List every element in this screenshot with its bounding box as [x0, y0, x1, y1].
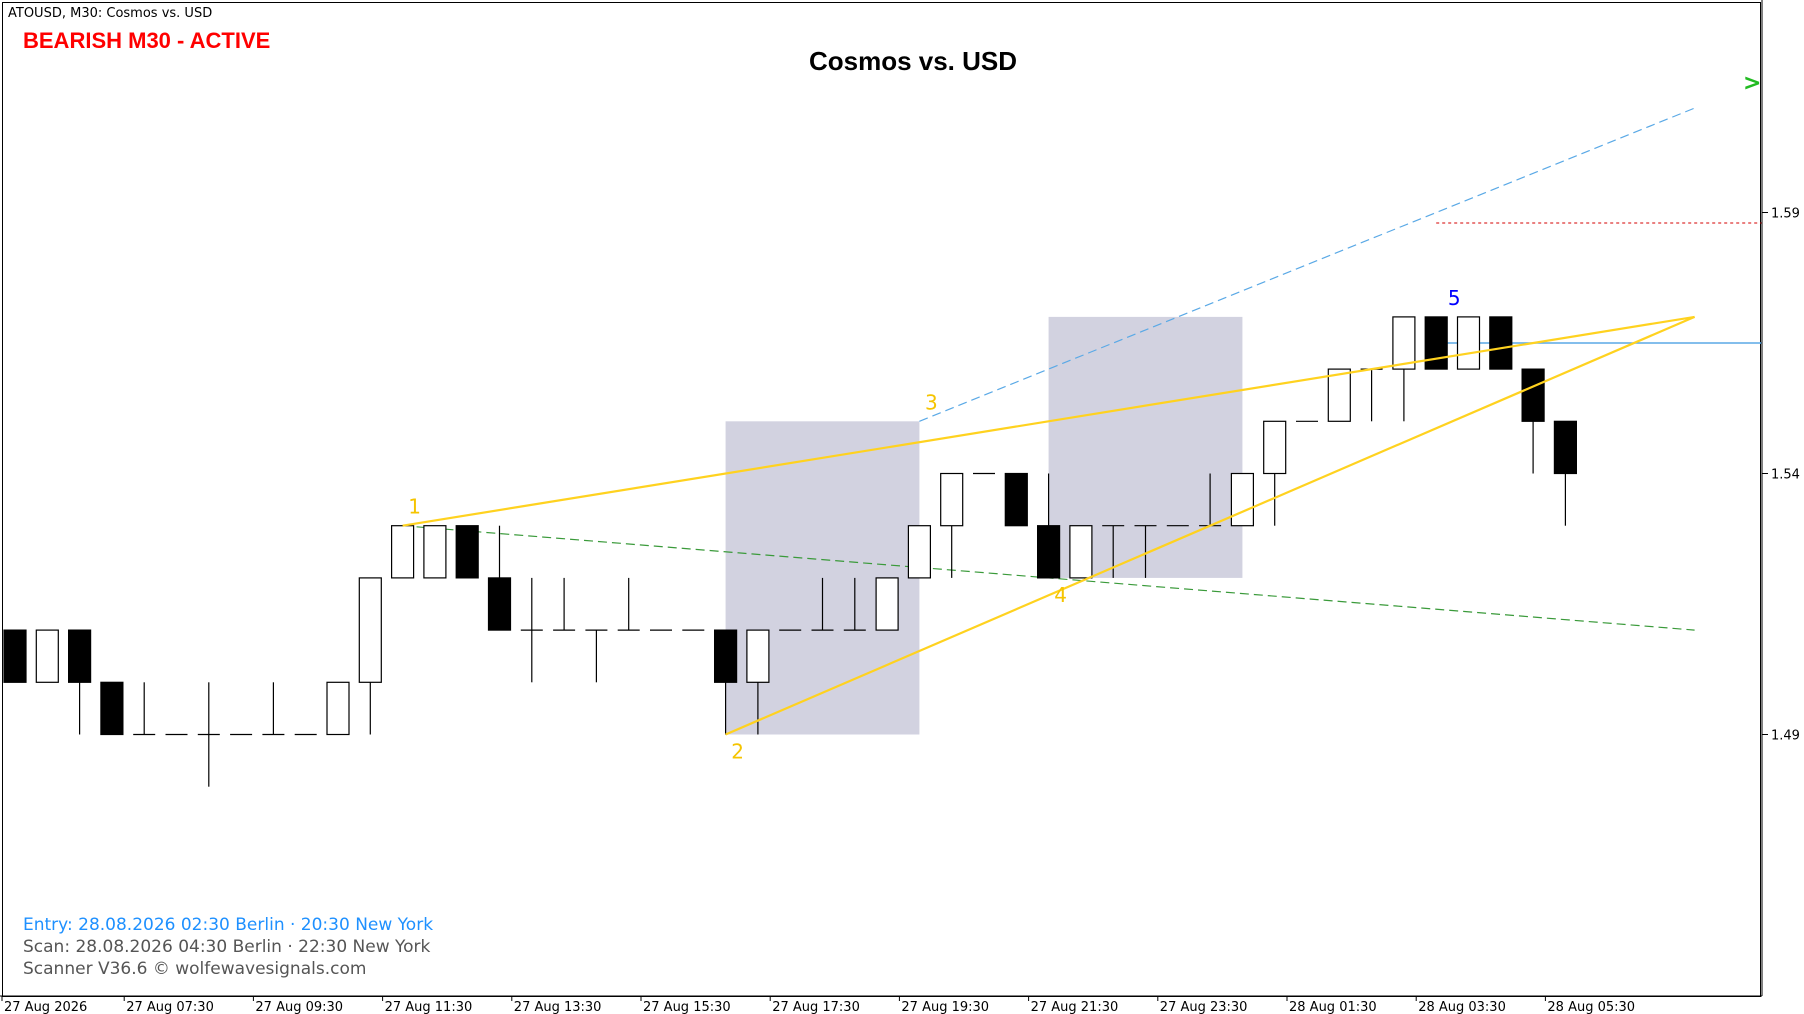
candle — [1553, 420, 1578, 526]
chevron-right-icon: > — [1743, 71, 1761, 96]
candle — [520, 577, 543, 683]
candle — [1392, 316, 1416, 422]
entry-info: Entry: 28.08.2026 02:30 Berlin · 20:30 N… — [23, 915, 433, 935]
price-tick-label: 1.49 — [1771, 729, 1800, 744]
price-tick-label: 1.59 — [1771, 207, 1800, 222]
time-tick-label: 28 Aug 01:30 — [1289, 1000, 1377, 1014]
symbol-info: ATOUSD, M30: Cosmos vs. USD — [8, 6, 212, 21]
wave-point-4-label: 4 — [1054, 583, 1067, 607]
candle — [1424, 316, 1448, 370]
candle-body — [358, 577, 382, 683]
price-tick-label: 1.54 — [1771, 468, 1800, 483]
candle-body — [907, 525, 932, 579]
candle — [67, 629, 92, 735]
time-tick-label: 27 Aug 11:30 — [385, 1000, 473, 1014]
wave-point-2-label: 2 — [731, 740, 744, 764]
time-tick-label: 27 Aug 21:30 — [1031, 1000, 1119, 1014]
candle-body — [1392, 316, 1416, 370]
status-label: BEARISH M30 - ACTIVE — [23, 28, 270, 53]
candle — [455, 525, 479, 579]
wave-point-3-label: 3 — [925, 390, 938, 414]
candle — [358, 577, 382, 735]
candle — [553, 577, 576, 631]
candle — [100, 681, 124, 736]
candle-body — [940, 472, 964, 527]
candle-body — [100, 681, 124, 736]
candle — [585, 629, 608, 683]
candle — [1134, 525, 1157, 578]
candle — [133, 682, 156, 736]
candle — [326, 681, 350, 736]
wave-point-5-label: 5 — [1448, 286, 1461, 310]
time-tick-label: 27 Aug 13:30 — [514, 1000, 602, 1014]
candle-body — [1004, 472, 1028, 527]
candle — [1489, 316, 1513, 370]
candle-body — [1553, 420, 1578, 475]
candle-body — [1230, 472, 1255, 527]
candle — [907, 525, 932, 579]
candle-body — [1489, 316, 1513, 370]
chart-title: Cosmos vs. USD — [809, 46, 1017, 76]
candle-body — [1327, 368, 1351, 422]
candle-body — [713, 629, 738, 683]
candle — [1456, 316, 1481, 370]
candle-body — [1069, 525, 1093, 579]
candle — [197, 682, 220, 787]
candle — [1327, 368, 1351, 422]
candle-body — [326, 681, 350, 736]
candle — [1036, 473, 1061, 579]
scanner-info: Scanner V36.6 © wolfewavesignals.com — [23, 959, 366, 979]
candle — [487, 525, 512, 631]
candle — [811, 577, 834, 631]
candle — [262, 682, 285, 736]
candle — [875, 577, 899, 631]
candle-body — [875, 577, 899, 631]
candle — [1263, 420, 1287, 526]
candle-body — [455, 525, 479, 579]
time-tick-label: 27 Aug 23:30 — [1160, 1000, 1248, 1014]
wave-point-1-label: 1 — [408, 495, 421, 519]
candle — [940, 472, 964, 578]
candle — [35, 629, 59, 683]
candle — [1102, 525, 1125, 578]
candle — [843, 577, 866, 631]
time-axis: 27 Aug 2026 27 Aug 07:30 27 Aug 09:30 27 Au… — [0, 995, 1762, 1014]
candle — [617, 577, 640, 631]
time-tick-label: 27 Aug 07:30 — [126, 1000, 214, 1014]
scan-info: Scan: 28.08.2026 04:30 Berlin · 22:30 Ne… — [23, 937, 431, 957]
candle-body — [1263, 420, 1287, 475]
wave-lines-layer — [402, 315, 1696, 736]
candle — [713, 629, 738, 735]
candle — [423, 525, 447, 579]
candle-body — [391, 525, 415, 579]
candle-body — [487, 577, 512, 631]
candle-body — [1521, 368, 1545, 422]
candle — [1069, 525, 1093, 579]
time-tick-label: 27 Aug 15:30 — [643, 1000, 731, 1014]
time-tick-label: 28 Aug 05:30 — [1547, 1000, 1635, 1014]
candle-body — [3, 629, 27, 683]
candle — [3, 629, 27, 683]
candle-body — [423, 525, 447, 579]
wave-line-1 — [402, 315, 1695, 527]
candle-body — [746, 629, 770, 683]
candle-body — [67, 629, 92, 683]
candle — [746, 629, 770, 735]
time-tick-label: 27 Aug 2026 — [4, 1000, 87, 1014]
time-tick-label: 27 Aug 17:30 — [772, 1000, 860, 1014]
time-tick-label: 28 Aug 03:30 — [1418, 1000, 1506, 1014]
candle-body — [1456, 316, 1481, 370]
candle — [1230, 472, 1255, 527]
wave-labels-layer: 1 2 3 4 5 — [408, 286, 1460, 764]
wave-line-2 — [725, 315, 1696, 736]
time-tick-label: 27 Aug 19:30 — [901, 1000, 989, 1014]
candle-body — [1424, 316, 1448, 370]
candle — [391, 525, 415, 579]
candle-body — [35, 629, 59, 683]
candle-body — [1036, 525, 1061, 579]
time-tick-label: 27 Aug 09:30 — [255, 1000, 343, 1014]
price-axis: 1.59 1.54 1.49 — [1761, 0, 1800, 996]
candle — [1004, 472, 1028, 527]
